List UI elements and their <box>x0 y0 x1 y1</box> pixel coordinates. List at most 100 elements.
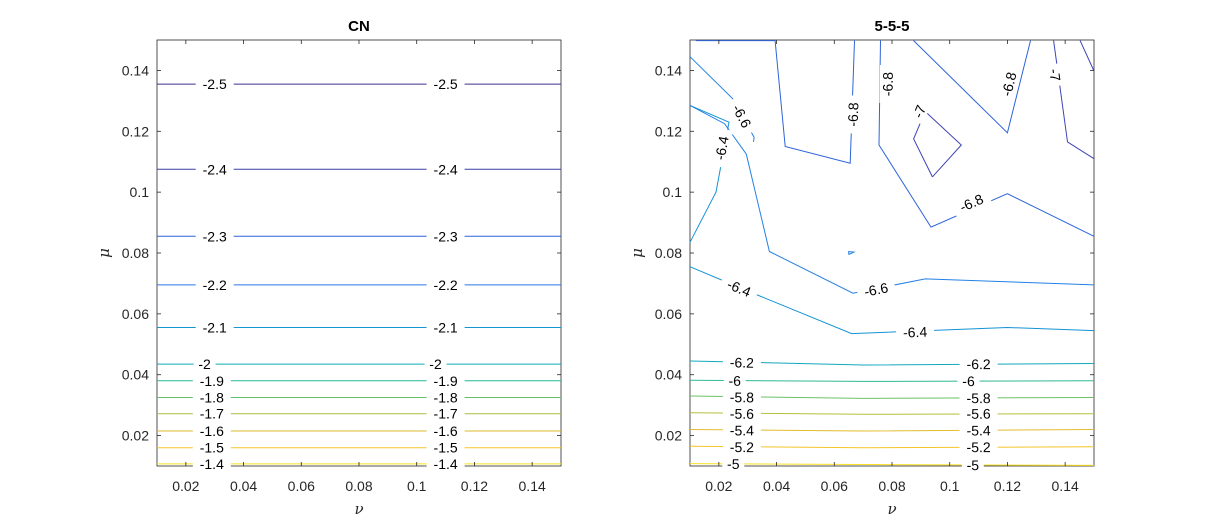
contour-label: -6.4 <box>712 134 732 161</box>
contour-label-background <box>710 127 734 169</box>
contour-label-background <box>959 390 998 407</box>
contour-label: -2.2 <box>203 277 227 293</box>
contour-label-background <box>957 373 980 390</box>
contour-label: -6 <box>962 373 975 389</box>
x-tick-label: 0.12 <box>994 478 1021 494</box>
axis-ticks-555: 0.02 0.04 0.06 0.08 0.1 0.12 0.14 0.02 0.04 0.06 0… <box>655 40 1094 494</box>
contour-label-background <box>907 98 932 125</box>
contour-label-background <box>722 405 761 422</box>
contour-label-background <box>426 405 465 422</box>
axis-ticks-cn: 0.02 0.04 0.06 0.08 0.1 0.12 0.14 0.02 0.04 0.06 0… <box>122 40 561 494</box>
contour-label-background <box>722 388 762 406</box>
contour-label: -6.4 <box>903 324 928 341</box>
contour-line <box>689 379 1095 382</box>
contour-label: -1.7 <box>200 406 224 422</box>
y-tick-label: 0.04 <box>122 367 149 383</box>
x-axis-label-555: ν <box>887 500 896 518</box>
contour-label-background <box>895 323 935 341</box>
contour-label: -2 <box>429 356 442 372</box>
contour-label-background <box>192 389 231 406</box>
contour-label: -1.4 <box>200 456 224 472</box>
contour-label-background <box>725 95 759 137</box>
contour-label: -2.4 <box>203 161 227 177</box>
contour-label-background <box>959 355 998 373</box>
y-tick-label: 0.04 <box>655 367 682 383</box>
x-tick-label: 0.02 <box>705 478 732 494</box>
contour-label: -6.2 <box>966 356 990 372</box>
contour-label: -1.8 <box>434 390 458 406</box>
contour-label-background <box>426 76 465 93</box>
contour-label-background <box>722 354 762 371</box>
contour-label: -2.5 <box>203 76 227 92</box>
contour-label-background <box>961 457 984 474</box>
contour-label-background <box>426 228 465 245</box>
y-tick-label: 0.08 <box>122 245 149 261</box>
contour-label-background <box>192 372 231 389</box>
contour-label: -5.8 <box>730 389 755 405</box>
contour-label-background <box>426 389 465 406</box>
contour-label-background <box>950 187 993 218</box>
y-axis-label-cn: μ <box>95 248 113 258</box>
contour-label-background <box>426 276 465 293</box>
contour-label-background <box>192 439 231 456</box>
x-axis-label-cn: ν <box>354 500 363 518</box>
x-tick-label: 0.14 <box>1052 478 1079 494</box>
contour-label-background <box>426 455 465 472</box>
contour-label: -2.1 <box>203 320 227 336</box>
contour-label-background <box>193 356 216 373</box>
contour-label-background <box>192 405 231 422</box>
contour-label: -6 <box>728 373 741 389</box>
contour-label: -1.6 <box>200 423 224 439</box>
y-tick-label: 0.02 <box>122 428 149 444</box>
contour-label-background <box>718 273 760 303</box>
contour-label: -1.9 <box>434 373 458 389</box>
contour-label-background <box>722 422 761 439</box>
contour-line <box>689 463 1095 466</box>
y-tick-label: 0.14 <box>655 62 682 78</box>
contour-label-background <box>195 228 234 245</box>
contour-label: -2.3 <box>434 228 458 244</box>
contour-label: -5.4 <box>966 422 990 438</box>
contour-label: -1.7 <box>434 406 458 422</box>
y-tick-label: 0.1 <box>663 184 683 200</box>
contour-label: -2.1 <box>434 320 458 336</box>
x-tick-label: 0.1 <box>407 478 427 494</box>
x-tick-label: 0.08 <box>345 478 372 494</box>
contour-label-background <box>426 161 465 178</box>
contour-label-background <box>959 439 998 456</box>
contour-label: -1.5 <box>200 440 224 456</box>
y-tick-label: 0.02 <box>655 428 682 444</box>
contour-label: -5.2 <box>967 439 991 455</box>
x-tick-label: 0.06 <box>288 478 315 494</box>
y-axis-label-555: μ <box>628 248 646 258</box>
contour-label: -5 <box>967 457 980 473</box>
chart-title-cn: CN <box>348 18 370 35</box>
contour-label-background <box>195 276 234 293</box>
contour-label: -1.9 <box>200 373 224 389</box>
contour-label-background <box>195 161 234 178</box>
contour-label-background <box>722 438 761 456</box>
contour-label: -6.8 <box>998 70 1019 98</box>
contour-label-background <box>996 63 1022 105</box>
contour-line <box>878 40 1095 237</box>
contour-label: -2 <box>198 356 211 372</box>
contour-label: -1.6 <box>434 423 458 439</box>
y-tick-label: 0.06 <box>122 306 149 322</box>
contour-line <box>689 104 1095 294</box>
contour-label-background <box>426 439 465 456</box>
contour-label-background <box>426 319 465 336</box>
contour-label: -2.2 <box>434 277 458 293</box>
contour-label-background <box>1045 63 1065 87</box>
y-tick-label: 0.08 <box>655 245 682 261</box>
contour-panel-555: -5 -5-5.2 -5.2-5.4 -5.4-5.6 -5.6-5.8 -5.8-6 -6… <box>628 18 1095 518</box>
contour-label: -5 <box>727 456 740 472</box>
contour-label: -7 <box>910 102 930 120</box>
contour-label: -2.3 <box>203 228 227 244</box>
y-tick-label: 0.12 <box>655 123 682 139</box>
contour-label-background <box>195 319 234 336</box>
x-tick-label: 0.06 <box>821 478 848 494</box>
chart-title-555: 5-5-5 <box>874 18 909 35</box>
contour-label-background <box>855 277 897 302</box>
contour-label: -5.6 <box>967 406 991 422</box>
contour-label-background <box>426 423 465 439</box>
